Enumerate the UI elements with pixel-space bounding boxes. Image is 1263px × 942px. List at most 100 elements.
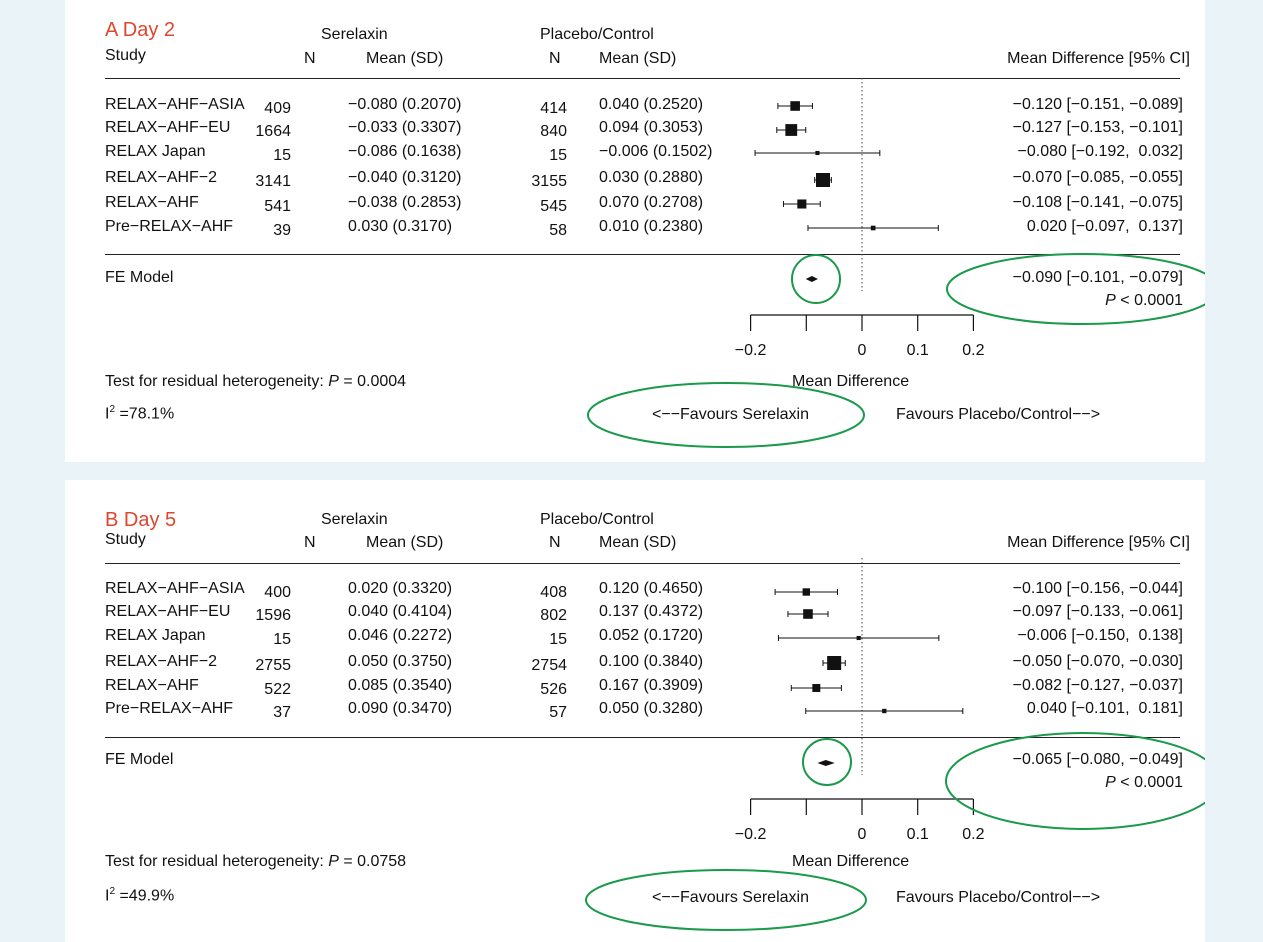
study-name: RELAX Japan <box>105 627 206 644</box>
study-n-placebo: 58 <box>549 222 567 239</box>
summary-rule <box>105 254 1180 255</box>
x-tick-label: −0.2 <box>735 826 767 843</box>
summary-diamond-highlight <box>791 254 841 304</box>
heterogeneity-test: Test for residual heterogeneity: P = 0.0… <box>105 373 407 390</box>
summary-p-value: P < 0.0001 <box>1105 774 1183 791</box>
study-mean-serelaxin: 0.030 (0.3170) <box>348 218 453 235</box>
header-effect: Mean Difference [95% CI] <box>1007 534 1190 551</box>
x-tick-label: 0 <box>858 342 867 359</box>
study-point <box>827 656 842 670</box>
study-mean-placebo: 0.010 (0.2380) <box>599 218 704 235</box>
study-name: Pre−RELAX−AHF <box>105 218 234 235</box>
study-point <box>882 708 887 714</box>
study-mean-serelaxin: 0.050 (0.3750) <box>348 653 453 670</box>
header-study: Study <box>105 531 146 548</box>
header-n-placebo: N <box>549 50 561 67</box>
study-ci: −0.120 [−0.151, −0.089] <box>1012 96 1183 113</box>
x-tick-label: 0.1 <box>907 342 929 359</box>
heterogeneity-test: Test for residual heterogeneity: P = 0.0… <box>105 853 407 870</box>
forest-plot-day-5: B Day 5 Study Serelaxin N Mean (SD) Plac… <box>65 480 1205 942</box>
summary-ci-highlight <box>945 732 1205 830</box>
study-mean-placebo: 0.050 (0.3280) <box>599 700 704 717</box>
header-n-placebo: N <box>549 534 561 551</box>
study-ci: −0.006 [−0.150, 0.138] <box>1017 627 1183 644</box>
study-point <box>815 150 820 156</box>
study-n-serelaxin: 522 <box>264 681 291 698</box>
study-name: RELAX−AHF−EU <box>105 119 231 136</box>
x-tick-label: 0.2 <box>962 342 984 359</box>
study-n-placebo: 57 <box>549 704 567 721</box>
favours-serelaxin: <−−Favours Serelaxin <box>652 889 809 906</box>
study-mean-placebo: 0.137 (0.4372) <box>599 603 704 620</box>
summary-ci-highlight <box>946 253 1205 325</box>
study-point <box>812 684 821 692</box>
summary-ci: −0.065 [−0.080, −0.049] <box>1012 751 1183 768</box>
study-n-placebo: 15 <box>549 147 567 164</box>
study-ci: −0.108 [−0.141, −0.075] <box>1012 194 1183 211</box>
forest-plot-area: −0.2 0 0.1 0.2 <box>585 558 1205 931</box>
study-n-placebo: 408 <box>540 584 567 601</box>
study-mean-serelaxin: −0.080 (0.2070) <box>348 96 462 113</box>
study-n-placebo: 3155 <box>531 173 567 190</box>
summary-diamond <box>805 276 818 282</box>
header-effect: Mean Difference [95% CI] <box>1007 50 1190 67</box>
study-ci: −0.127 [−0.153, −0.101] <box>1012 119 1183 136</box>
study-mean-serelaxin: −0.086 (0.1638) <box>348 143 462 160</box>
header-rule <box>105 78 1180 79</box>
header-study: Study <box>105 47 146 64</box>
summary-diamond <box>817 760 835 766</box>
study-name: RELAX−AHF−2 <box>105 169 218 186</box>
study-n-serelaxin: 2755 <box>255 657 291 674</box>
study-n-placebo: 15 <box>549 631 567 648</box>
study-point <box>870 225 876 231</box>
header-serelaxin: Serelaxin <box>321 511 388 528</box>
favours-serelaxin: <−−Favours Serelaxin <box>652 406 809 423</box>
summary-label: FE Model <box>105 751 174 768</box>
study-mean-serelaxin: −0.038 (0.2853) <box>348 194 462 211</box>
study-n-serelaxin: 541 <box>264 198 291 215</box>
study-name: RELAX Japan <box>105 143 206 160</box>
study-name: RELAX−AHF <box>105 194 199 211</box>
study-mean-placebo: 0.052 (0.1720) <box>599 627 704 644</box>
study-ci: −0.080 [−0.192, 0.032] <box>1017 143 1183 160</box>
study-mean-placebo: 0.040 (0.2520) <box>599 96 704 113</box>
study-n-serelaxin: 37 <box>273 704 291 721</box>
study-mean-serelaxin: 0.085 (0.3540) <box>348 677 453 694</box>
summary-label: FE Model <box>105 269 174 286</box>
study-mean-placebo: 0.100 (0.3840) <box>599 653 704 670</box>
study-ci: 0.020 [−0.097, 0.137] <box>1026 218 1183 235</box>
x-tick-label: 0 <box>858 826 867 843</box>
x-tick-label: 0.1 <box>907 826 929 843</box>
header-placebo: Placebo/Control <box>540 511 654 528</box>
x-axis-label: Mean Difference <box>792 853 910 870</box>
favours-placebo: Favours Placebo/Control−−> <box>896 889 1101 906</box>
study-n-serelaxin: 400 <box>264 584 291 601</box>
study-n-serelaxin: 3141 <box>255 173 291 190</box>
study-point <box>785 124 798 136</box>
study-name: RELAX−AHF−ASIA <box>105 580 245 597</box>
study-n-serelaxin: 15 <box>273 631 291 648</box>
study-mean-placebo: −0.006 (0.1502) <box>599 143 713 160</box>
header-rule <box>105 563 1180 564</box>
study-mean-placebo: 0.167 (0.3909) <box>599 677 704 694</box>
header-mean-serelaxin: Mean (SD) <box>366 50 444 67</box>
favours-serelaxin-highlight <box>587 382 865 448</box>
study-ci: −0.100 [−0.156, −0.044] <box>1012 580 1183 597</box>
study-point <box>802 588 810 596</box>
header-n-serelaxin: N <box>304 50 316 67</box>
header-n-serelaxin: N <box>304 534 316 551</box>
study-ci: −0.050 [−0.070, −0.030] <box>1012 653 1183 670</box>
study-n-placebo: 2754 <box>531 657 567 674</box>
study-n-placebo: 802 <box>540 607 567 624</box>
x-tick-label: −0.2 <box>735 342 767 359</box>
study-n-serelaxin: 1664 <box>255 123 291 140</box>
study-mean-placebo: 0.030 (0.2880) <box>599 169 704 186</box>
header-placebo: Placebo/Control <box>540 26 654 43</box>
study-n-serelaxin: 409 <box>264 100 291 117</box>
study-mean-serelaxin: 0.040 (0.4104) <box>348 603 453 620</box>
panel-title: B Day 5 <box>105 509 177 531</box>
header-mean-placebo: Mean (SD) <box>599 534 677 551</box>
study-point <box>816 173 831 187</box>
study-point <box>856 635 861 641</box>
study-name: RELAX−AHF <box>105 677 199 694</box>
